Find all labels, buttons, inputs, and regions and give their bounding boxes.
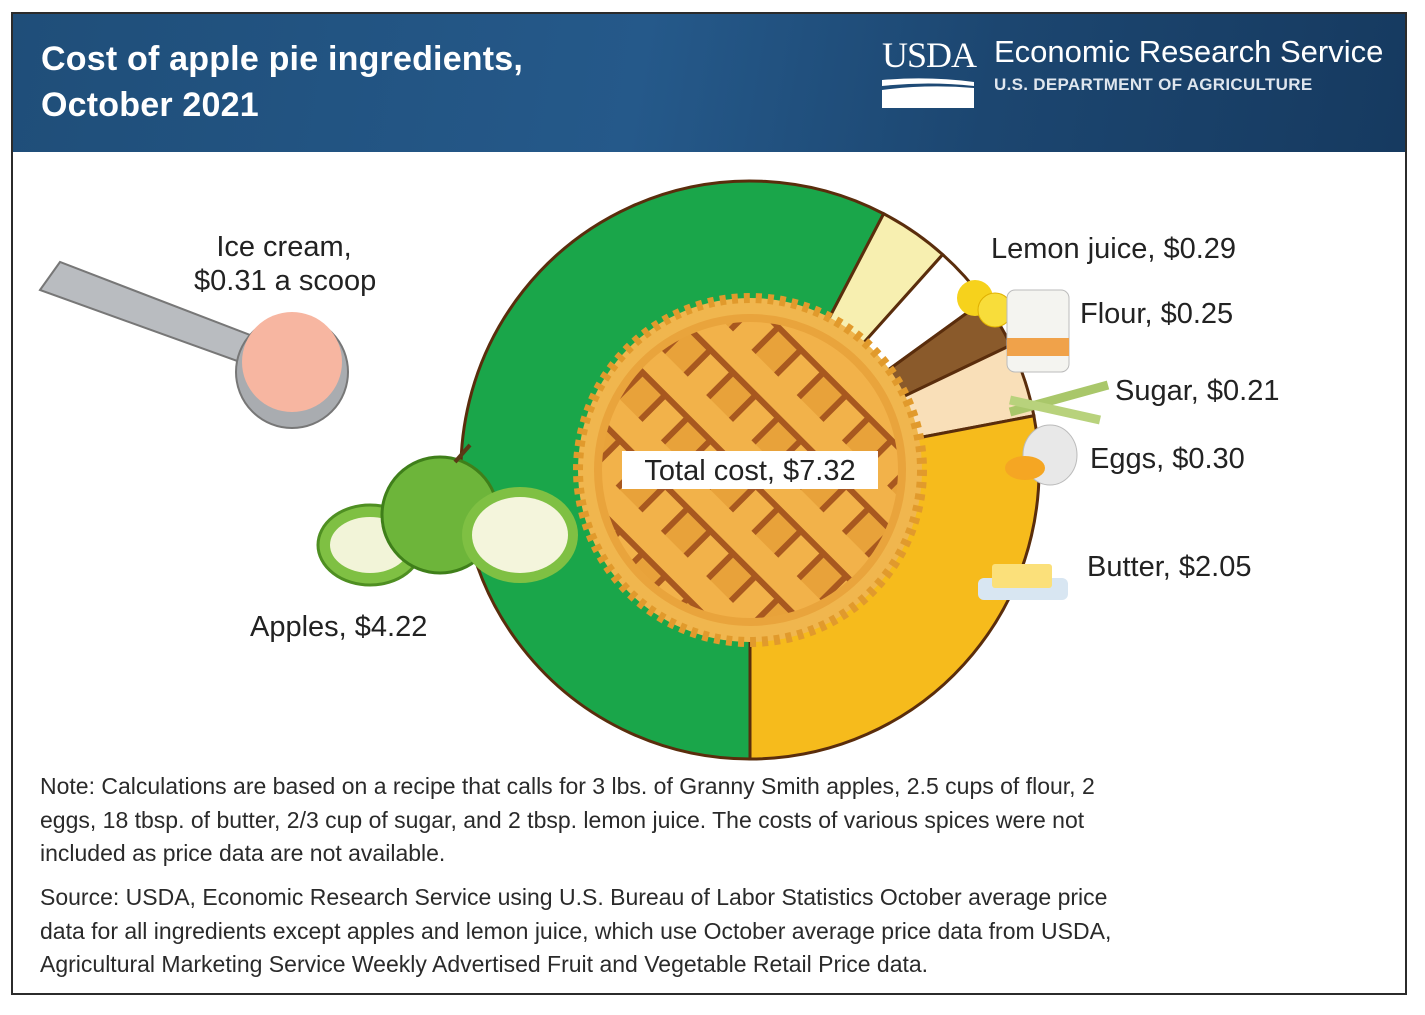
chart-title-line-1: Cost of apple pie ingredients,: [41, 40, 524, 78]
figure-frame: [11, 12, 1407, 995]
sugar-cane-icon: [1008, 380, 1110, 425]
source-text: Source: USDA, Economic Research Service …: [40, 881, 1111, 982]
note-line: included as price data are not available…: [40, 840, 446, 866]
butter-icon: [978, 564, 1068, 600]
ice-cream-label-line-1: Ice cream,: [216, 231, 352, 263]
apples-icon: [316, 443, 578, 587]
lemon-juice-label: Lemon juice, $0.29: [991, 233, 1237, 265]
flour-bag-icon: [1006, 289, 1070, 373]
eggs-label: Eggs, $0.30: [1090, 443, 1245, 475]
usda-logo-icon: [882, 78, 974, 108]
chart-title-line-2: October 2021: [41, 86, 259, 124]
ice-cream-scoop-icon: [38, 260, 349, 429]
header-banner: Cost of apple pie ingredients, October 2…: [13, 14, 1405, 152]
ice-cream-label: Ice cream, $0.31 a scoop: [194, 230, 377, 298]
agency-name: Economic Research Service: [994, 34, 1384, 69]
note-text: Note: Calculations are based on a recipe…: [40, 770, 1095, 871]
usda-logo-text: USDA: [882, 35, 977, 75]
source-line: Agricultural Marketing Service Weekly Ad…: [40, 951, 929, 977]
center-label: Total cost, $7.32: [644, 455, 855, 487]
butter-label: Butter, $2.05: [1087, 551, 1252, 583]
center-label-box: [622, 451, 878, 489]
egg-icon: [1005, 424, 1078, 486]
source-line: Source: USDA, Economic Research Service …: [40, 884, 1108, 910]
apples-label: Apples, $4.22: [250, 611, 428, 643]
ice-cream-label-line-2: $0.31 a scoop: [194, 265, 377, 297]
sugar-label: Sugar, $0.21: [1115, 375, 1280, 407]
note-line: Note: Calculations are based on a recipe…: [40, 773, 1095, 799]
flour-label: Flour, $0.25: [1080, 298, 1234, 330]
source-line: data for all ingredients except apples a…: [40, 917, 1112, 944]
note-line: eggs, 18 tbsp. of butter, 2/3 cup of sug…: [40, 806, 1085, 833]
department-name: U.S. DEPARTMENT OF AGRICULTURE: [994, 75, 1313, 94]
lemon-icon: [957, 280, 1013, 328]
